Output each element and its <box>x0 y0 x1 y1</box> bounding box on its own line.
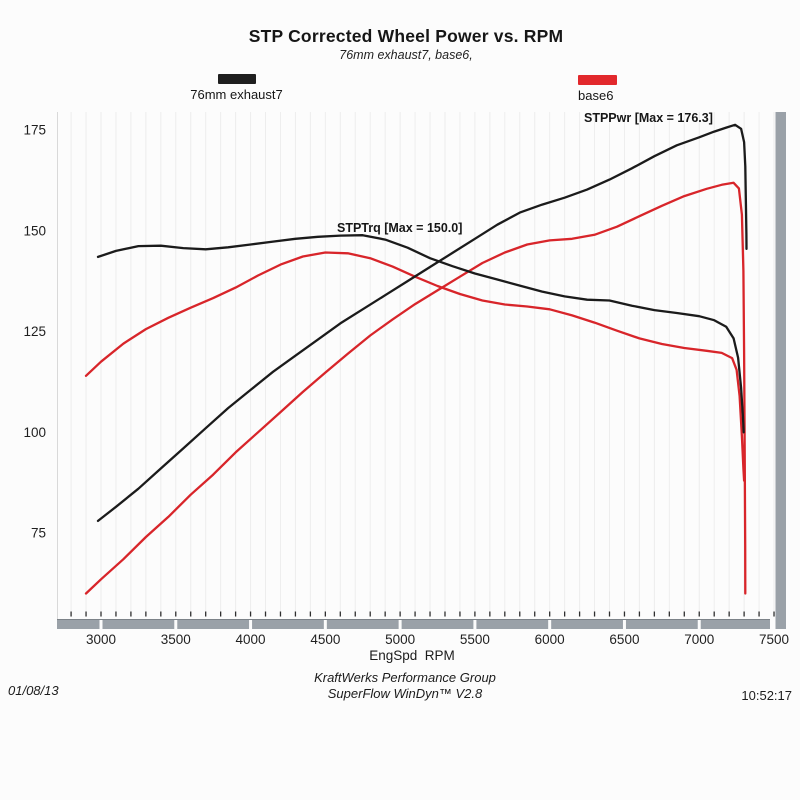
legend-swatch-76mm-exhaust7 <box>217 74 256 84</box>
gridlines <box>70 112 775 617</box>
x-axis-bar <box>57 619 770 629</box>
y-tick-label: 75 <box>31 526 46 541</box>
x-tick-label: 5000 <box>385 632 415 647</box>
legend-swatch-base6 <box>578 75 617 85</box>
x-tick-label: 4500 <box>310 632 340 647</box>
x-tick-labels: 3000 3500 4000 4500 5000 5500 6000 6500 7000 7500 <box>86 632 789 647</box>
footer-date: 01/08/13 <box>8 683 59 698</box>
series-line-76mm-exhaust7-stppwr <box>96 123 748 523</box>
legend-item-base6: base6 <box>578 75 668 103</box>
x-tick-label: 3500 <box>161 632 191 647</box>
x-tick-label: 6500 <box>609 632 639 647</box>
torque-max-annotation: STPTrq [Max = 150.0] <box>337 221 463 235</box>
chart-subtitle: 76mm exhaust7, base6, <box>339 48 473 62</box>
legend-label-base6: base6 <box>578 88 614 103</box>
footer-time: 10:52:17 <box>741 688 792 703</box>
x-tick-label: 7000 <box>684 632 714 647</box>
right-axis-bar <box>775 112 786 629</box>
legend-item-76mm-exhaust7: 76mm exhaust7 <box>189 74 284 102</box>
series-line-76mm-exhaust7-stptrq <box>96 234 745 434</box>
power-max-annotation: STPPwr [Max = 176.3] <box>584 111 713 125</box>
series-line-base6-stptrq <box>84 251 746 482</box>
x-tick-label: 7500 <box>759 632 789 647</box>
y-tick-label: 150 <box>23 223 46 238</box>
x-tick-label: 5500 <box>460 632 490 647</box>
x-minor-ticks <box>70 611 775 617</box>
y-tick-label: 100 <box>23 425 46 440</box>
x-tick-label: 4000 <box>236 632 266 647</box>
x-axis-label: EngSpd RPM <box>369 648 455 663</box>
y-tick-label: 175 <box>23 123 46 138</box>
legend-label-76mm-exhaust7: 76mm exhaust7 <box>190 87 283 102</box>
x-tick-label: 3000 <box>86 632 116 647</box>
series-line-base6-stppwr <box>84 181 747 595</box>
y-tick-labels: 75 100 125 150 175 <box>23 123 46 541</box>
y-tick-label: 125 <box>23 324 46 339</box>
chart-title: STP Corrected Wheel Power vs. RPM <box>248 26 564 46</box>
x-tick-label: 6000 <box>535 632 565 647</box>
footer-software: SuperFlow WinDyn™ V2.8 <box>327 686 483 701</box>
footer-company: KraftWerks Performance Group <box>314 670 496 685</box>
